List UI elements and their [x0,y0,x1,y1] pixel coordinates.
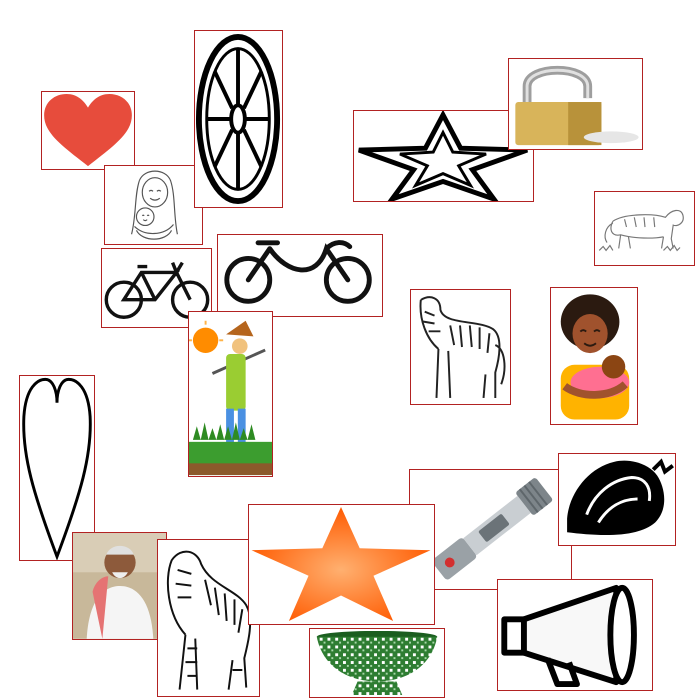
basket-tile [309,628,445,698]
mother-child-sketch-tile [104,165,203,245]
old-man-photo-tile [72,532,167,640]
megaphone-tile [497,579,653,691]
padlock-tile [508,58,643,150]
heart-tile [41,91,135,170]
mother-baby-tile [550,287,638,425]
star-tile [248,504,435,625]
tiger-sketch-icon [598,209,684,252]
tiger-walking-icon [166,550,252,690]
heart-icon [44,93,132,167]
star-icon [251,506,431,622]
farmer-icon [189,320,272,476]
farmer-tile [188,311,273,477]
bicycle-line-icon [224,240,372,304]
conch-shell-icon [567,458,674,536]
padlock-icon [515,65,639,146]
tiger-walking-tile [157,539,260,697]
flashlight-icon [432,478,553,580]
bicycle-line-tile [217,234,383,317]
wheel-icon [195,33,281,205]
star-outline-icon [358,111,528,201]
basket-icon [316,630,438,696]
mother-baby-icon [560,294,630,420]
heart-outline-tile [19,375,95,561]
megaphone-icon [501,584,637,688]
mother-child-sketch-icon [130,170,178,240]
bicycle-tile [101,248,212,328]
wheel-tile [194,30,283,208]
tiger-icon [419,296,506,399]
heart-outline-icon [22,377,92,560]
tiger-tile [410,289,511,405]
tiger-sketch-tile [594,191,695,266]
flashlight-tile [409,469,572,590]
old-man-photo-icon [73,533,166,639]
star-outline-tile [353,110,534,202]
conch-shell-tile [558,453,676,546]
